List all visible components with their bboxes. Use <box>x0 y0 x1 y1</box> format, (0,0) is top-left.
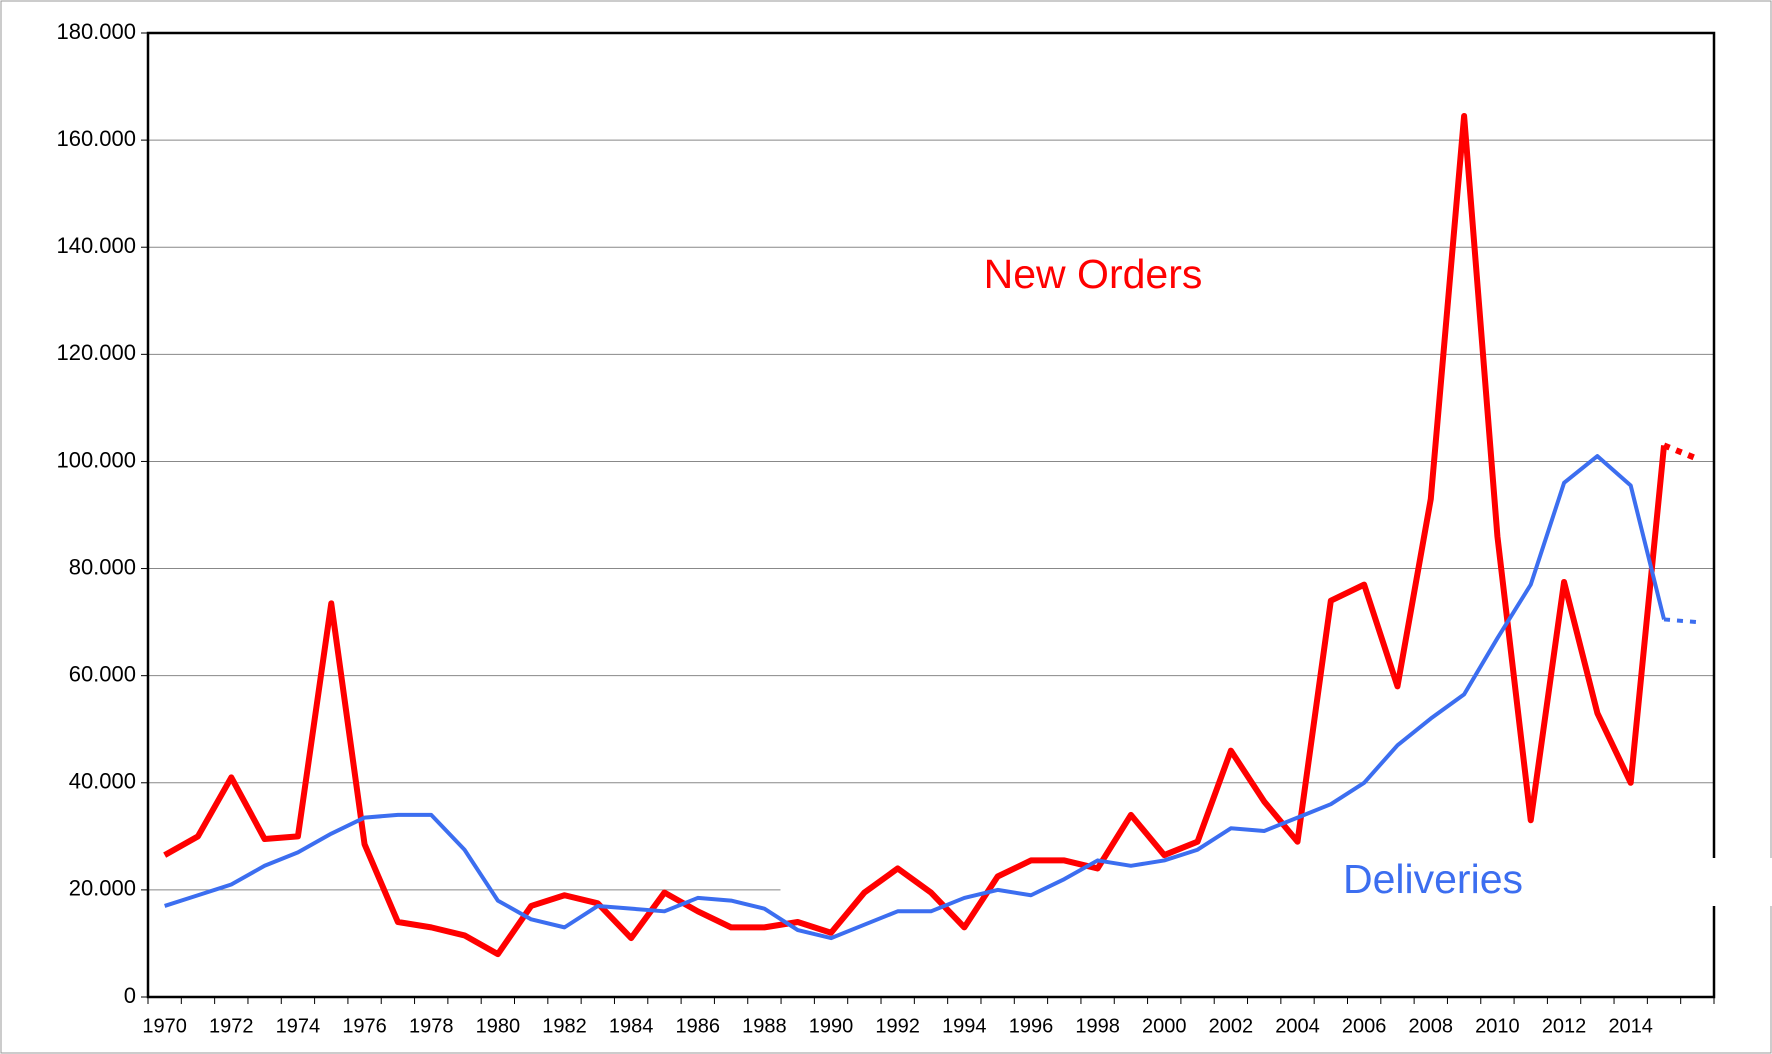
y-tick-label: 80.000 <box>69 554 136 579</box>
x-tick-label: 1998 <box>1075 1015 1120 1037</box>
x-tick-label: 2012 <box>1542 1015 1587 1037</box>
series-line-dashed <box>1663 617 1698 625</box>
series-line-dashed <box>1662 442 1699 462</box>
x-tick-label: 1974 <box>276 1015 321 1037</box>
y-tick-label: 40.000 <box>69 769 136 794</box>
x-tick-label: 1972 <box>209 1015 254 1037</box>
x-tick-label: 2014 <box>1608 1015 1653 1037</box>
x-tick-label: 2004 <box>1275 1015 1320 1037</box>
series-label-bg <box>483 253 1703 301</box>
x-tick-label: 1980 <box>476 1015 521 1037</box>
x-tick-label: 2008 <box>1409 1015 1454 1037</box>
x-tick-label: 1990 <box>809 1015 854 1037</box>
x-tick-label: 1976 <box>342 1015 387 1037</box>
x-tick-label: 2000 <box>1142 1015 1187 1037</box>
series-line <box>164 454 1666 941</box>
x-tick-label: 1978 <box>409 1015 454 1037</box>
x-tick-label: 1986 <box>676 1015 721 1037</box>
x-tick-label: 1996 <box>1009 1015 1054 1037</box>
y-tick-label: 140.000 <box>56 233 136 258</box>
series-label-bg <box>780 858 1772 906</box>
y-tick-label: 60.000 <box>69 661 136 686</box>
x-tick-label: 1988 <box>742 1015 787 1037</box>
x-tick-label: 1992 <box>875 1015 920 1037</box>
y-tick-label: 180.000 <box>56 19 136 44</box>
x-tick-label: 2010 <box>1475 1015 1520 1037</box>
x-tick-label: 1984 <box>609 1015 654 1037</box>
series-label: Deliveries <box>1343 856 1523 902</box>
x-tick-label: 1970 <box>142 1015 187 1037</box>
x-tick-label: 1982 <box>542 1015 587 1037</box>
series-label: New Orders <box>984 251 1203 297</box>
y-tick-label: 100.000 <box>56 447 136 472</box>
series-line <box>163 113 1668 958</box>
y-tick-label: 0 <box>124 983 136 1008</box>
y-tick-label: 20.000 <box>69 876 136 901</box>
y-tick-label: 160.000 <box>56 126 136 151</box>
y-tick-label: 120.000 <box>56 340 136 365</box>
x-tick-label: 1994 <box>942 1015 987 1037</box>
plot-border <box>146 31 1716 999</box>
x-tick-label: 2002 <box>1209 1015 1254 1037</box>
x-tick-label: 2006 <box>1342 1015 1387 1037</box>
